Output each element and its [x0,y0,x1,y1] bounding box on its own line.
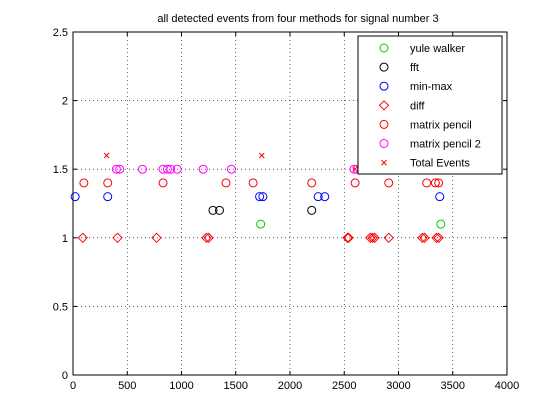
legend-marker [379,139,389,148]
data-point [226,164,236,174]
legend-marker [379,81,389,91]
data-point [435,192,445,202]
legend-label: yule walker [410,43,465,55]
data-point [221,178,231,188]
legend-marker [379,119,389,129]
data-point [198,164,208,174]
y-tick-label: 0 [62,370,68,382]
legend-label: min-max [410,81,453,93]
legend: yule walker fft min-max diff matrix pencil ma… [357,35,503,175]
data-point [115,164,125,174]
x-tick-label: 1000 [169,380,193,392]
chart-title: all detected events from four methods fo… [157,13,438,25]
legend-marker [379,62,389,72]
y-tick-label: 0.5 [53,301,68,313]
data-point [422,178,432,188]
series-total-events [103,152,358,173]
data-point [79,178,89,188]
y-tick-label: 2.5 [53,27,68,39]
x-tick-label: 4000 [495,380,519,392]
legend-marker [378,100,390,111]
data-point [111,164,121,174]
data-point [77,232,88,244]
y-tick-label: 2 [62,96,68,108]
data-point [255,192,265,202]
data-point [431,232,442,244]
data-point [112,232,123,244]
legend-label: fft [410,62,419,74]
data-point [208,205,218,215]
x-tick-label: 0 [70,380,76,392]
data-point-stroke-b [258,152,265,159]
series-yule-walker [256,219,446,229]
data-point [201,232,212,244]
data-point [214,205,224,215]
data-point-stroke-b [352,166,358,173]
series-fft [208,205,317,215]
data-point [384,178,394,188]
x-tick-label: 3000 [386,380,410,392]
data-point [433,232,444,244]
x-tick-label: 2000 [278,380,302,392]
x-tick-label: 1500 [224,380,248,392]
x-tick-label: 500 [118,380,136,392]
x-tick-label: 3500 [441,380,465,392]
data-point [313,192,323,202]
legend-label: diff [410,100,425,112]
series-min-max [70,192,445,202]
legend-box [357,35,503,175]
data-point [343,232,354,244]
data-point [151,232,162,244]
data-point [166,164,176,174]
legend-label: Total Events [410,158,470,170]
data-point-stroke-b [103,152,110,159]
grid-lines [73,32,507,375]
axes: 0 500 1000 1500 2000 2500 3000 3500 4000 0 0.5 1 1.5… [53,27,520,392]
data-point [367,232,378,244]
data-point [172,164,182,174]
data-point [436,219,446,229]
data-point [430,178,440,188]
legend-label: matrix pencil 2 [410,139,481,151]
data-point [365,232,376,244]
y-tick-label: 1.5 [53,164,68,176]
legend-marker [379,43,389,53]
data-point [419,232,430,244]
data-point [158,178,168,188]
data-point [258,152,265,159]
data-marks [70,152,446,244]
series-matrix-pencil-2 [111,164,362,174]
data-point [350,178,360,188]
data-point [103,192,113,202]
data-point [434,178,444,188]
data-point [103,152,110,159]
data-point [342,232,353,244]
data-point [137,164,147,174]
data-point [383,232,394,244]
data-point [162,164,172,174]
data-point [352,166,358,173]
series-diff [77,232,444,244]
data-point [248,178,258,188]
data-point [417,232,428,244]
data-point [103,178,113,188]
data-point [307,205,317,215]
y-tick-label: 1 [62,233,68,245]
legend-label: matrix pencil [410,119,472,131]
data-point [258,192,268,202]
data-point [320,192,330,202]
legend-marker [381,159,387,166]
data-point [70,192,80,202]
data-point [369,232,380,244]
x-tick-label: 2500 [332,380,356,392]
data-point [307,178,317,188]
data-point [203,232,214,244]
legend-marker-stroke-b [381,159,387,166]
data-point [256,219,266,229]
series-matrix-pencil [79,178,444,188]
